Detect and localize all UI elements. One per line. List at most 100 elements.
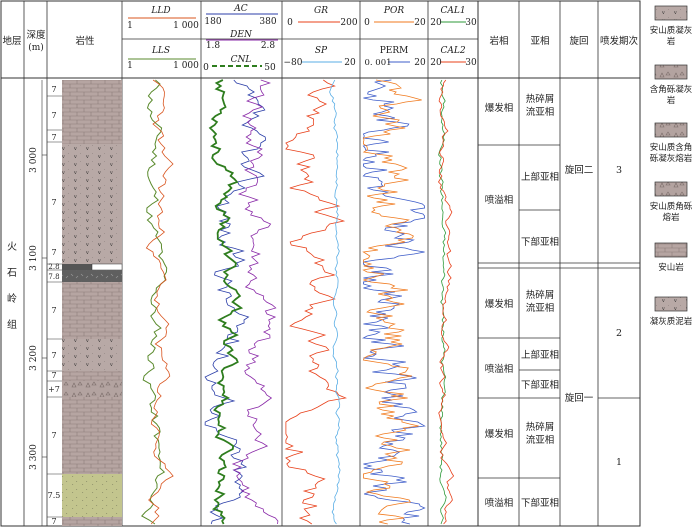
- track-header-porosity-logs: AC 180 380 DEN 1.8 2.8 CNL 0 50: [203, 4, 278, 73]
- litho-label: 7: [51, 351, 56, 360]
- cnl-curve: [208, 79, 244, 525]
- cal1-curve: [438, 79, 447, 525]
- sp-curve: [329, 79, 341, 525]
- header-lithology: 岩性: [75, 35, 95, 47]
- lld-max: 1 000: [173, 21, 199, 31]
- sp-max: 20: [344, 58, 356, 68]
- lld-name: LLD: [150, 6, 170, 16]
- sp-name: SP: [315, 46, 328, 56]
- litho-label: 7.5: [48, 491, 61, 500]
- lls-max: 1 000: [173, 61, 199, 71]
- cal2-name: CAL2: [440, 46, 465, 56]
- litho-label: 7: [51, 248, 56, 257]
- period-cell: 1: [616, 457, 622, 468]
- gr-min: 0: [287, 18, 293, 28]
- facies-cell: 爆发相: [485, 428, 514, 440]
- legend-swatch-breccia: [654, 181, 688, 197]
- header-depth: 深度: [26, 29, 46, 41]
- litho-label: +7: [48, 385, 60, 394]
- depth-tick-3000: 3 000: [29, 147, 39, 173]
- formation-label: 火石岭组: [7, 241, 17, 331]
- litho-label: 7: [51, 371, 56, 380]
- perm-name: PERM: [380, 46, 409, 56]
- den-curve: [231, 79, 279, 525]
- facies-cell: 爆发相: [485, 298, 514, 310]
- cal2-max: 30: [465, 58, 477, 68]
- header-cycle: 旋回: [569, 35, 588, 47]
- period-cell: 3: [616, 165, 622, 176]
- legend-label: 安山岩: [658, 262, 684, 273]
- svg-text:火石岭组: 火石岭组: [7, 241, 17, 331]
- subfacies-cell: 上部亚相: [521, 171, 559, 183]
- litho-label: 7.8: [48, 273, 59, 281]
- ac-max: 380: [259, 17, 276, 27]
- ac-min: 180: [204, 17, 221, 27]
- den-min: 1.8: [206, 41, 221, 51]
- legend-swatch-mudstone: [654, 296, 688, 312]
- facies-cell: 爆发相: [485, 102, 514, 114]
- den-max: 2.8: [261, 41, 276, 51]
- subfacies-cell: 上部亚相: [521, 349, 559, 361]
- litho-label: 2.8: [48, 263, 59, 271]
- subfacies-cell: 下部亚相: [521, 497, 559, 509]
- cal1-min: 20: [430, 18, 442, 28]
- perm-min: 0. 001: [364, 58, 391, 68]
- gr-name: GR: [314, 6, 328, 16]
- depth-tick-3200: 3 200: [29, 345, 39, 371]
- header-facies: 岩相: [489, 35, 508, 47]
- por-curve: [362, 79, 422, 525]
- lls-curve: [141, 79, 168, 525]
- cycle-cell: 旋回一: [565, 392, 594, 404]
- facies-table: [478, 144, 640, 479]
- subfacies-cell: 热碎屑流亚相: [526, 93, 555, 118]
- legend-label: 安山质角砾熔岩: [650, 201, 693, 223]
- litho-label: 7: [51, 133, 56, 142]
- subfacies-cell: 热碎屑流亚相: [526, 421, 555, 446]
- header-subfacies: 亚相: [530, 35, 549, 47]
- subfacies-cell: 下部亚相: [521, 379, 559, 391]
- depth-tick-3300: 3 300: [29, 444, 39, 470]
- ac-name: AC: [233, 4, 247, 14]
- lld-min: 1: [127, 21, 133, 31]
- lls-min: 1: [127, 61, 133, 71]
- facies-frame: [477, 0, 641, 527]
- subfacies-cell: 下部亚相: [521, 236, 559, 248]
- cnl-name: CNL: [231, 55, 252, 65]
- litho-label: 7: [51, 198, 56, 207]
- lld-curve: [145, 79, 174, 525]
- por-min: 0: [364, 18, 370, 28]
- ac-curve: [204, 79, 267, 525]
- cal2-min: 20: [430, 58, 442, 68]
- cal2-curve: [438, 79, 455, 525]
- litho-label: 7: [51, 306, 56, 315]
- perm-max: 20: [414, 58, 426, 68]
- gr-max: 200: [340, 18, 357, 28]
- litho-label: 7: [51, 431, 56, 440]
- cycle-cell: 旋回二: [565, 164, 594, 176]
- litho-label: 7: [51, 111, 56, 120]
- facies-labels: 爆发相 热碎屑流亚相 喷溢相 上部亚相 下部亚相 爆发相 热碎屑流亚相 喷溢相 …: [485, 93, 622, 509]
- den-name: DEN: [229, 30, 253, 40]
- track-header-resistivity: LLD 1 1 000 LLS 1 1 000: [127, 6, 199, 71]
- depth-tick-3100: 3 100: [29, 245, 39, 271]
- gr-curve: [284, 79, 347, 525]
- log-curves: [141, 79, 455, 525]
- por-max: 20: [414, 18, 426, 28]
- legend-label: 凝灰质泥岩: [650, 316, 693, 327]
- header-stratum: 地层: [2, 35, 21, 47]
- legend-swatch-tuff: [654, 5, 688, 21]
- cal1-name: CAL1: [440, 6, 465, 16]
- litho-label: 7: [51, 517, 56, 526]
- track-header-gr-sp: GR 0 200 SP −80 20: [284, 6, 358, 68]
- legend-swatch-breccia-lava: [654, 122, 688, 138]
- litho-label: 7: [51, 85, 56, 94]
- track-header-caliper: CAL1 20 30 CAL2 20 30: [430, 6, 477, 68]
- cnl-min: 0: [203, 63, 209, 73]
- facies-cell: 喷溢相: [485, 363, 514, 375]
- facies-cell: 喷溢相: [485, 497, 514, 509]
- period-cell: 2: [616, 328, 622, 339]
- por-name: POR: [383, 6, 404, 16]
- subfacies-cell: 热碎屑流亚相: [526, 289, 555, 314]
